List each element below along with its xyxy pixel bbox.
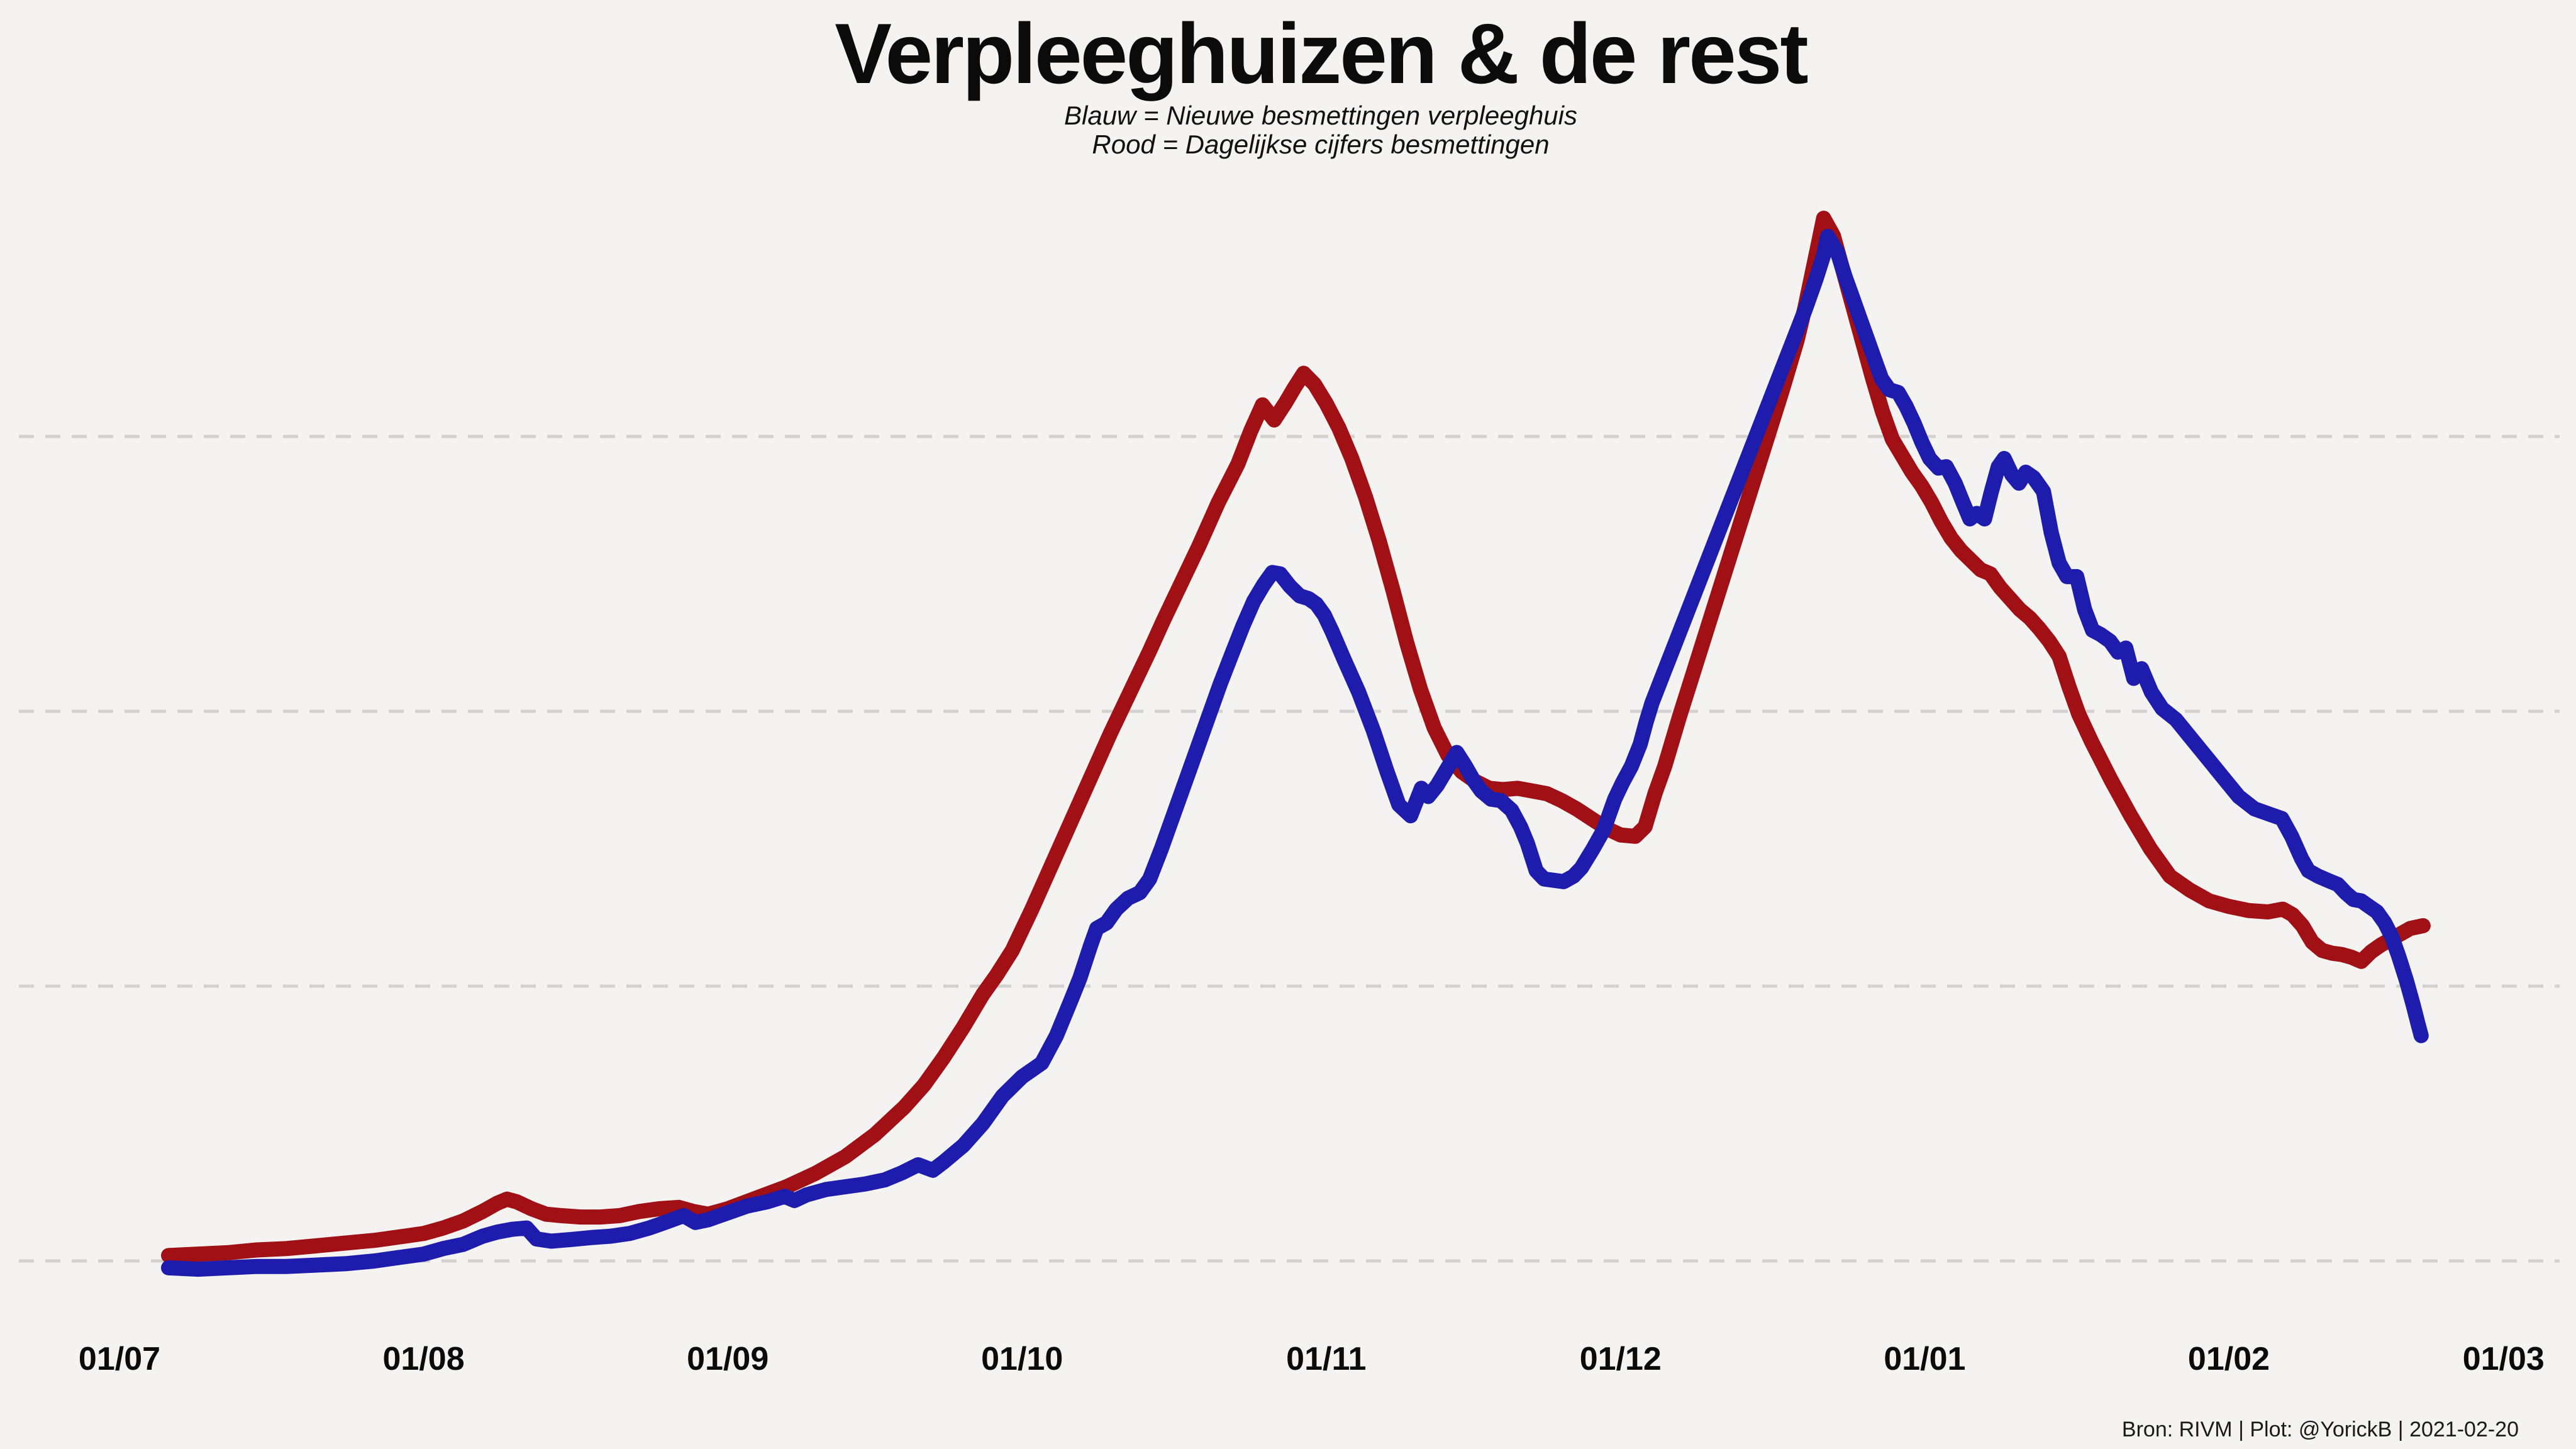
x-tick-label: 01/01 [1884,1341,1965,1377]
x-tick-label: 01/12 [1580,1341,1662,1377]
x-tick-label: 01/07 [79,1341,160,1377]
x-tick-label: 01/10 [981,1341,1063,1377]
series-lines [161,211,2431,1277]
x-tick-label: 01/11 [1286,1341,1366,1377]
gridlines [19,435,2560,1263]
x-axis-tick-labels: 01/07 01/08 01/09 01/10 01/11 01/12 01/01 01/02… [79,1341,2545,1377]
x-tick-label: 01/02 [2188,1341,2270,1377]
chart-title: Verpleeghuizen & de rest [835,6,1807,101]
x-tick-label: 01/03 [2463,1341,2545,1377]
chart-subtitle-line1: Blauw = Nieuwe besmettingen verpleeghuis [1064,101,1577,130]
chart-footer-credit: Bron: RIVM | Plot: @YorickB | 2021-02-20 [2122,1418,2519,1441]
chart-subtitle-line2: Rood = Dagelijkse cijfers besmettingen [1092,130,1549,159]
x-tick-label: 01/08 [383,1341,465,1377]
series-line-blauw [161,228,2429,1277]
x-tick-label: 01/09 [687,1341,769,1377]
